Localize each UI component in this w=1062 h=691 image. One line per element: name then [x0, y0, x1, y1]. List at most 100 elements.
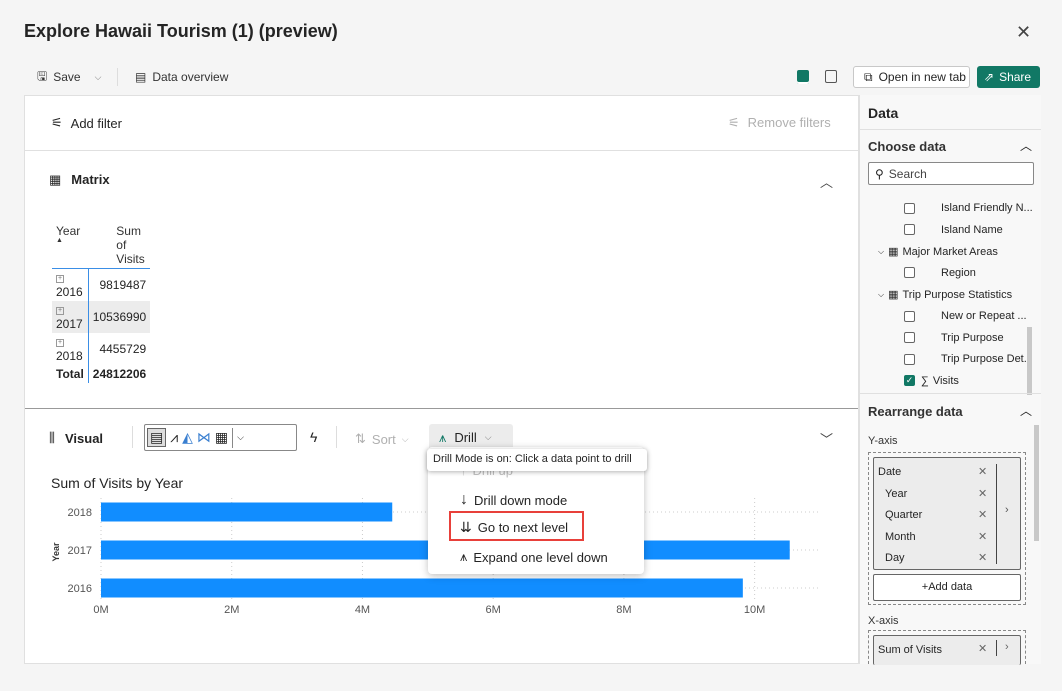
axis-field-year: Year: [885, 487, 908, 500]
field-item[interactable]: Trip Purpose Det...: [904, 353, 1033, 365]
axis-field-quarter: Quarter: [885, 509, 923, 521]
remove-icon[interactable]: ✕: [978, 509, 988, 521]
field-item[interactable]: Trip Purpose: [904, 332, 1004, 344]
chevron-down-icon[interactable]: ⌵: [878, 246, 885, 256]
remove-icon[interactable]: ✕: [978, 552, 988, 564]
lightning-icon[interactable]: ϟ: [310, 429, 318, 445]
expand-icon[interactable]: +: [56, 339, 64, 347]
bar-2016[interactable]: [101, 578, 743, 598]
column-header-visits[interactable]: Sum of Visits: [116, 224, 145, 266]
drill-label: Drill: [454, 430, 477, 445]
x-axis-heading: X-axis: [868, 615, 899, 627]
remove-icon[interactable]: ✕: [978, 530, 988, 543]
search-icon: ⚲: [875, 166, 884, 181]
divider: [117, 68, 118, 86]
highlight-box: [449, 511, 584, 541]
y-axis-label: Year: [51, 542, 61, 562]
table-type-icon[interactable]: ▦: [214, 429, 229, 445]
table-row[interactable]: +2018 4455729: [52, 333, 151, 365]
expand-icon[interactable]: +: [56, 275, 64, 283]
sort-button: ⇅ Sort ⌵: [355, 431, 409, 447]
layout-side-by-side-icon[interactable]: [825, 70, 837, 83]
collapse-chevron-up-icon[interactable]: ︿: [1020, 139, 1033, 153]
table-row[interactable]: +2016 9819487: [52, 268, 151, 301]
scrollbar[interactable]: [1034, 425, 1039, 541]
divider: [25, 150, 858, 151]
more-types-chevron-icon[interactable]: ⌵: [237, 432, 244, 442]
checkbox[interactable]: [904, 332, 915, 344]
open-in-new-tab-button[interactable]: ⧉ Open in new tab: [853, 66, 970, 88]
field-item[interactable]: Region: [904, 267, 976, 279]
collapse-chevron-up-icon[interactable]: ︿: [1020, 404, 1033, 418]
field-item[interactable]: New or Repeat ...: [904, 310, 1027, 322]
remove-icon[interactable]: ✕: [978, 466, 988, 478]
filter-add-icon: ⚟: [51, 115, 63, 130]
table-node[interactable]: ⌵ ▦ Major Market Areas: [878, 245, 998, 259]
drill-button[interactable]: ⩚ Drill ⌵: [429, 424, 513, 451]
field-item[interactable]: ✓ ∑ Visits: [904, 374, 959, 387]
bar-chart-icon: ⫼: [49, 430, 55, 445]
data-overview-label: Data overview: [152, 70, 229, 84]
data-overview-button[interactable]: ▤ Data overview: [135, 66, 228, 88]
chevron-down-icon[interactable]: ⌵: [878, 289, 885, 299]
table-node[interactable]: ⌵ ▦ Trip Purpose Statistics: [878, 288, 1013, 302]
layout-stacked-icon[interactable]: [797, 70, 809, 84]
y-tick-label: 2016: [68, 583, 92, 595]
open-external-icon: ⧉: [864, 69, 873, 84]
checkbox[interactable]: [904, 224, 915, 236]
bar-2018[interactable]: [101, 502, 393, 522]
x-tick-label: 0M: [93, 604, 108, 616]
close-icon[interactable]: ✕: [1016, 22, 1032, 42]
save-button[interactable]: 🖫 Save ⌵: [37, 66, 101, 88]
field-item[interactable]: Island Friendly N...: [904, 202, 1033, 214]
double-arrow-down-icon: ⇊: [460, 519, 472, 535]
rearrange-heading: Rearrange data: [868, 404, 963, 419]
search-input[interactable]: ⚲ Search: [868, 162, 1034, 185]
remove-icon[interactable]: ✕: [978, 643, 988, 655]
chevron-right-icon[interactable]: ›: [1005, 504, 1009, 516]
y-axis-well: › Date ✕ Year ✕ Quarter ✕ Month ✕ Day ✕ +Add data: [868, 452, 1026, 605]
filter-remove-icon: ⚟: [728, 115, 740, 130]
x-tick-label: 8M: [616, 604, 631, 616]
line-chart-type-icon[interactable]: ⩘: [170, 429, 179, 445]
checkbox[interactable]: [904, 202, 915, 214]
add-data-button[interactable]: +Add data: [873, 574, 1021, 601]
sort-icon: ⇅: [355, 431, 366, 446]
table-icon: ▦: [888, 246, 899, 259]
share-button[interactable]: ⇗ Share: [977, 66, 1040, 88]
expand-chevron-down-icon[interactable]: ﹀: [820, 432, 834, 447]
menu-item-expand-one-level-down[interactable]: ⩚ Expand one level down: [460, 549, 608, 565]
x-tick-label: 2M: [224, 604, 239, 616]
checkbox[interactable]: [904, 353, 915, 365]
expand-hierarchy-icon: ⩚: [460, 549, 468, 564]
checkbox[interactable]: ✓: [904, 375, 915, 387]
table-row[interactable]: +2017 10536990: [52, 301, 151, 333]
x-tick-label: 4M: [355, 604, 370, 616]
bar-chart-type-icon[interactable]: ▤: [147, 428, 167, 447]
scrollbar[interactable]: [1027, 327, 1032, 395]
chart-title: Sum of Visits by Year: [51, 475, 184, 491]
remove-filters-label: Remove filters: [747, 115, 831, 130]
checkbox[interactable]: [904, 267, 915, 279]
x-tick-label: 10M: [744, 604, 765, 616]
axis-field-day: Day: [885, 552, 905, 564]
column-header-year[interactable]: Year ▲: [56, 224, 81, 244]
field-item[interactable]: Island Name: [904, 224, 1003, 236]
save-icon: 🖫: [37, 68, 48, 83]
drill-mode-tooltip: Drill Mode is on: Click a data point to …: [427, 449, 647, 471]
checkbox[interactable]: [904, 310, 915, 322]
chevron-right-icon[interactable]: ›: [1005, 641, 1009, 653]
date-hierarchy-chip[interactable]: › Date ✕ Year ✕ Quarter ✕ Month ✕ Day ✕: [873, 457, 1021, 570]
collapse-chevron-up-icon[interactable]: ︿: [820, 175, 834, 190]
expand-icon[interactable]: +: [56, 307, 64, 315]
chevron-down-icon[interactable]: ⌵: [94, 71, 102, 82]
add-filter-button[interactable]: ⚟ Add filter: [51, 115, 122, 131]
remove-icon[interactable]: ✕: [978, 487, 988, 500]
sum-of-visits-chip[interactable]: Sum of Visits ✕ ›: [873, 635, 1021, 665]
matrix-table: Year ▲ Sum of Visits +2016 9819487 +2017 105…: [52, 222, 151, 383]
menu-item-drill-down-mode[interactable]: ↓ Drill down mode: [460, 491, 568, 508]
area-chart-type-icon[interactable]: ◭: [182, 429, 193, 445]
remove-filters-button: ⚟ Remove filters: [728, 115, 831, 131]
menu-item-go-to-next-level[interactable]: ⇊ Go to next level: [460, 519, 569, 535]
combo-chart-type-icon[interactable]: ⋈: [196, 429, 211, 445]
